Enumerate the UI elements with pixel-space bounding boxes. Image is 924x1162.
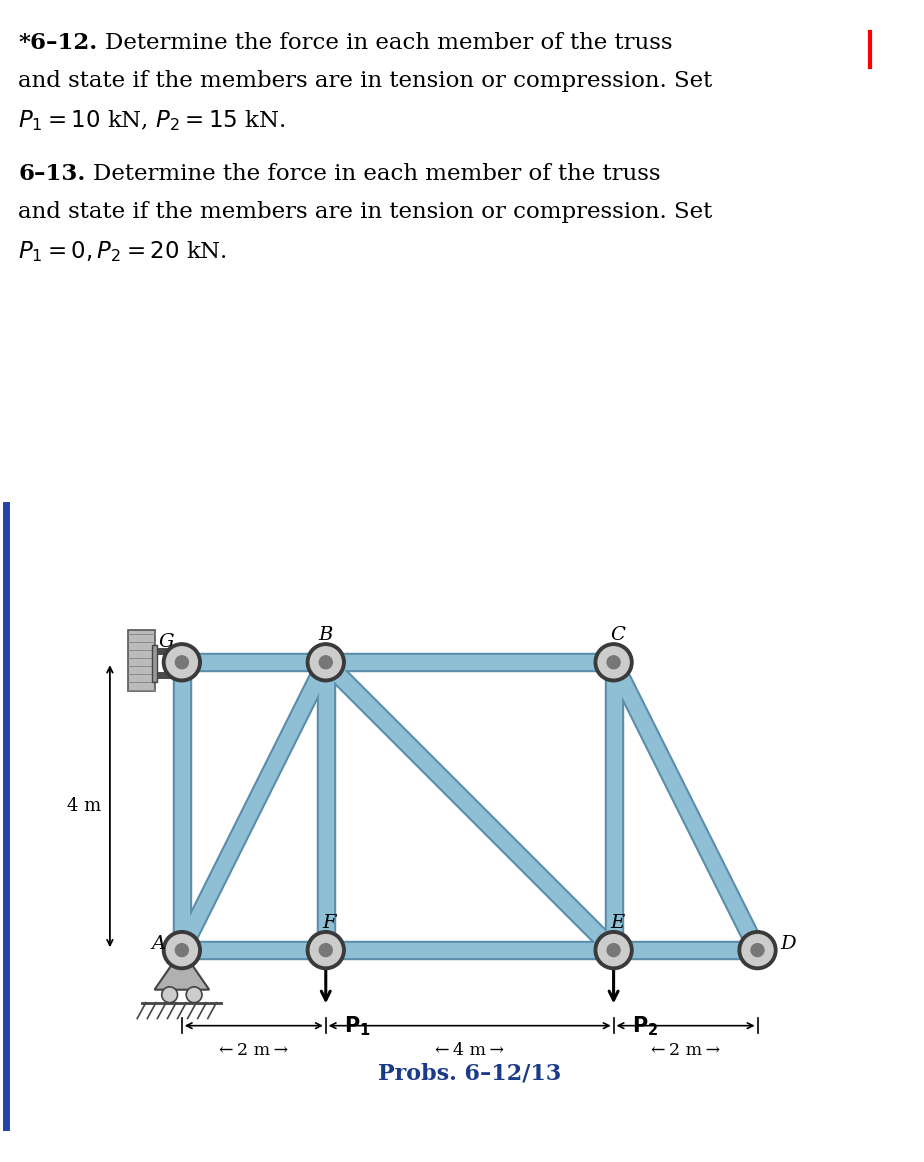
- Polygon shape: [154, 951, 209, 990]
- Circle shape: [310, 647, 341, 677]
- Bar: [152, 645, 157, 682]
- Circle shape: [607, 944, 620, 956]
- Text: A: A: [152, 935, 166, 953]
- Text: C: C: [610, 626, 625, 644]
- Circle shape: [166, 647, 198, 677]
- Circle shape: [598, 934, 629, 966]
- Circle shape: [307, 931, 346, 969]
- Circle shape: [176, 655, 188, 669]
- Text: ← 4 m →: ← 4 m →: [435, 1041, 505, 1059]
- Text: E: E: [610, 913, 625, 932]
- Circle shape: [751, 944, 764, 956]
- Circle shape: [594, 643, 633, 682]
- Circle shape: [742, 934, 773, 966]
- Text: Determine the force in each member of the truss: Determine the force in each member of th…: [105, 33, 673, 53]
- Bar: [128, 630, 155, 691]
- Text: ← 2 m →: ← 2 m →: [651, 1041, 720, 1059]
- Text: 4 m: 4 m: [67, 797, 102, 816]
- Text: 6–13.: 6–13.: [18, 163, 85, 185]
- Text: *6–12.: *6–12.: [18, 33, 97, 53]
- Circle shape: [176, 944, 188, 956]
- Circle shape: [320, 944, 333, 956]
- Circle shape: [310, 934, 341, 966]
- Text: and state if the members are in tension or compression. Set: and state if the members are in tension …: [18, 201, 712, 223]
- Text: G: G: [158, 633, 174, 651]
- Text: $P_1 = 10$ kN, $P_2 = 15$ kN.: $P_1 = 10$ kN, $P_2 = 15$ kN.: [18, 108, 286, 132]
- Circle shape: [738, 931, 777, 969]
- Circle shape: [163, 931, 201, 969]
- Text: ← 2 m →: ← 2 m →: [219, 1041, 288, 1059]
- Circle shape: [162, 987, 177, 1003]
- Circle shape: [163, 643, 201, 682]
- Text: B: B: [319, 626, 333, 644]
- Circle shape: [307, 643, 346, 682]
- Text: and state if the members are in tension or compression. Set: and state if the members are in tension …: [18, 70, 712, 92]
- Text: $\mathbf{P_2}$: $\mathbf{P_2}$: [632, 1014, 658, 1039]
- Text: $\mathbf{P_1}$: $\mathbf{P_1}$: [344, 1014, 371, 1039]
- Text: F: F: [322, 913, 336, 932]
- Circle shape: [186, 987, 202, 1003]
- Text: Determine the force in each member of the truss: Determine the force in each member of th…: [93, 163, 661, 185]
- Circle shape: [166, 934, 198, 966]
- Circle shape: [598, 647, 629, 677]
- Circle shape: [320, 655, 333, 669]
- Text: D: D: [780, 935, 796, 953]
- Text: $P_1 = 0, P_2 = 20$ kN.: $P_1 = 0, P_2 = 20$ kN.: [18, 239, 227, 264]
- Circle shape: [594, 931, 633, 969]
- Circle shape: [607, 655, 620, 669]
- Text: Probs. 6–12/13: Probs. 6–12/13: [378, 1063, 561, 1085]
